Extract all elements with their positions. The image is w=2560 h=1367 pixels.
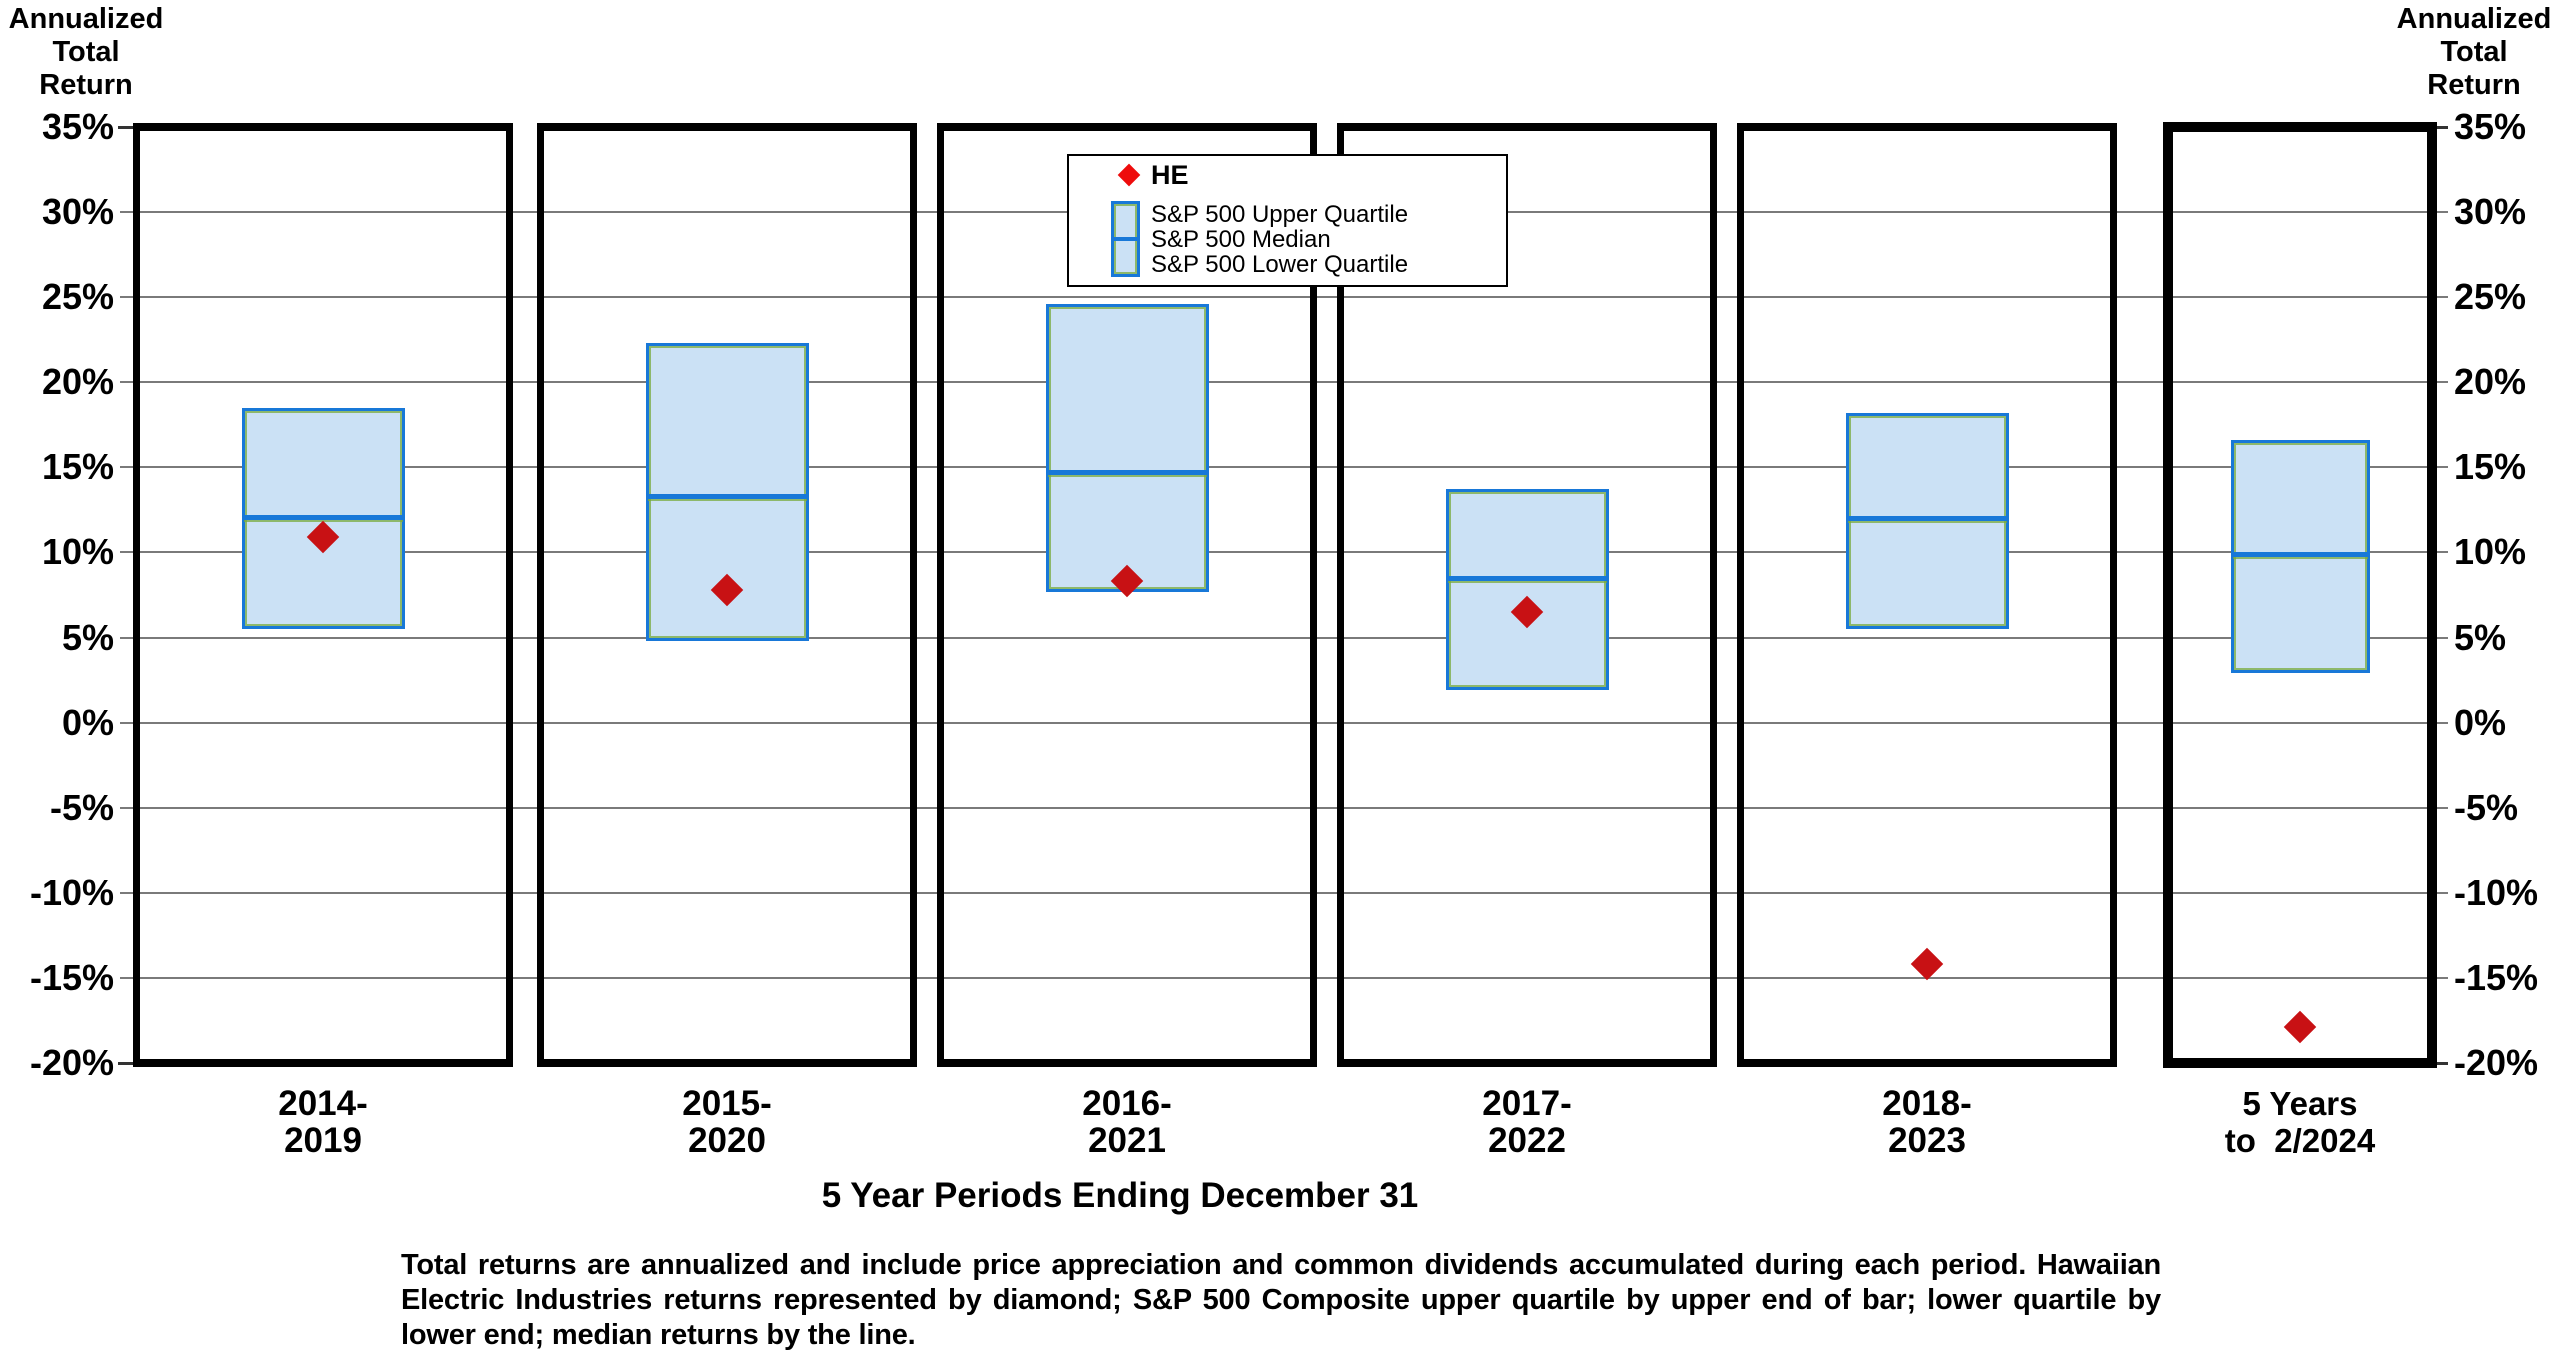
x-tick-label-line: 2017-: [1482, 1084, 1572, 1123]
x-tick-label: 2016- 2021: [937, 1085, 1317, 1159]
y-tick-label-right: -5%: [2454, 786, 2519, 828]
y-tick-label-right: 20%: [2454, 361, 2527, 403]
x-tick-label-line: 2016-: [1082, 1084, 1172, 1123]
y-axis-tick: [118, 1062, 136, 1065]
x-tick-label: 2018- 2023: [1737, 1085, 2117, 1159]
y-axis-tick: [2432, 126, 2448, 129]
y-tick-label-left: -10%: [29, 871, 114, 913]
gridline: [120, 296, 2448, 299]
gridline: [120, 636, 2448, 639]
right-axis-header-line: Annualized: [2396, 3, 2552, 35]
sp500-median-line: [243, 514, 403, 520]
period-panel-frame: [1737, 123, 2117, 1067]
right-axis-header: Annualized Total Return: [2388, 3, 2560, 102]
period-panel-frame: [2163, 122, 2437, 1068]
x-tick-label: 2014- 2019: [133, 1085, 513, 1159]
footnote: Total returns are annualized and include…: [401, 1249, 2161, 1351]
y-tick-label-right: 15%: [2454, 446, 2527, 488]
sp500-median-line: [2232, 552, 2368, 558]
right-axis-header-line: Return: [2427, 69, 2521, 101]
y-axis-tick: [118, 126, 136, 129]
right-axis-header-line: Total: [2440, 36, 2508, 68]
legend-lower-quartile-label: S&P 500 Lower Quartile: [1151, 251, 1409, 278]
x-tick-label-line: 2020: [688, 1121, 766, 1160]
y-tick-label-left: 5%: [61, 616, 114, 658]
legend-median-label: S&P 500 Median: [1151, 226, 1331, 253]
y-tick-label-right: -10%: [2454, 871, 2539, 913]
sp500-median-line: [1047, 470, 1207, 476]
he-diamond-icon: [1117, 163, 1141, 187]
y-tick-label-right: 35%: [2454, 106, 2527, 147]
x-tick-label-line: 2023: [1888, 1121, 1966, 1160]
x-axis-title: 5 Year Periods Ending December 31: [821, 1176, 1419, 1215]
y-tick-label-left: 35%: [41, 106, 114, 147]
x-tick-label: 2017- 2022: [1337, 1085, 1717, 1159]
left-axis-header-line: Return: [39, 69, 133, 101]
x-tick-label-line: 2022: [1488, 1121, 1566, 1160]
y-tick-label-left: 0%: [61, 701, 114, 743]
y-axis-tick: [2432, 1062, 2448, 1065]
left-axis-header: Annualized Total Return: [0, 3, 172, 102]
gridline: [120, 806, 2448, 809]
sp500-median-line: [1847, 516, 2007, 522]
x-tick-label-line: 2014-: [278, 1084, 368, 1123]
y-tick-label-right: 30%: [2454, 191, 2527, 233]
x-tick-label-line: 2018-: [1882, 1084, 1972, 1123]
sp500-median-line: [1447, 575, 1607, 581]
legend: HE S&P 500 Upper Quartile S&P 500 Median…: [1067, 154, 1508, 287]
period-panel-frame: [1337, 123, 1717, 1067]
y-tick-label-right: 5%: [2454, 616, 2507, 658]
gridline: [120, 551, 2448, 554]
x-tick-label-line: 2015-: [682, 1084, 772, 1123]
y-tick-label-right: 25%: [2454, 276, 2527, 318]
gridline: [120, 891, 2448, 894]
x-tick-label-line: 2021: [1088, 1121, 1166, 1160]
y-tick-label-right: 0%: [2454, 701, 2507, 743]
y-tick-label-left: 20%: [41, 361, 114, 403]
quartile-box-median-icon: [1111, 237, 1140, 241]
x-tick-label: 5 Years to 2/2024: [2163, 1085, 2437, 1159]
legend-he-label: HE: [1151, 160, 1189, 190]
y-tick-label-right: 10%: [2454, 531, 2527, 573]
legend-upper-quartile-label: S&P 500 Upper Quartile: [1151, 201, 1409, 228]
period-panel-frame: [937, 123, 1317, 1067]
y-tick-label-right: -15%: [2454, 956, 2539, 998]
y-tick-label-left: 30%: [41, 191, 114, 233]
period-panel-frame: [537, 123, 917, 1067]
x-tick-label: 2015- 2020: [537, 1085, 917, 1159]
legend-series-labels: S&P 500 Upper Quartile S&P 500 Median S&…: [1151, 202, 1408, 277]
y-tick-label-left: -15%: [29, 956, 114, 998]
sp500-quartile-box: [1045, 303, 1209, 592]
y-tick-label-right: -20%: [2454, 1042, 2539, 1083]
y-tick-label-left: 15%: [41, 446, 114, 488]
y-tick-label-left: -20%: [29, 1042, 114, 1083]
y-tick-label-left: -5%: [49, 786, 114, 828]
gridline: [120, 466, 2448, 469]
y-tick-label-left: 10%: [41, 531, 114, 573]
x-tick-label-line: to 2/2024: [2224, 1122, 2376, 1159]
x-tick-label-line: 5 Years: [2242, 1085, 2358, 1122]
period-panel-frame: [133, 123, 513, 1067]
gridline: [120, 381, 2448, 384]
x-tick-label-line: 2019: [284, 1121, 362, 1160]
left-axis-header-line: Total: [52, 36, 120, 68]
sp500-median-line: [647, 494, 807, 500]
gridline: [120, 976, 2448, 979]
sp500-quartile-box: [1445, 489, 1609, 691]
y-tick-label-left: 25%: [41, 276, 114, 318]
left-axis-header-line: Annualized: [8, 3, 164, 35]
gridline: [120, 721, 2448, 724]
